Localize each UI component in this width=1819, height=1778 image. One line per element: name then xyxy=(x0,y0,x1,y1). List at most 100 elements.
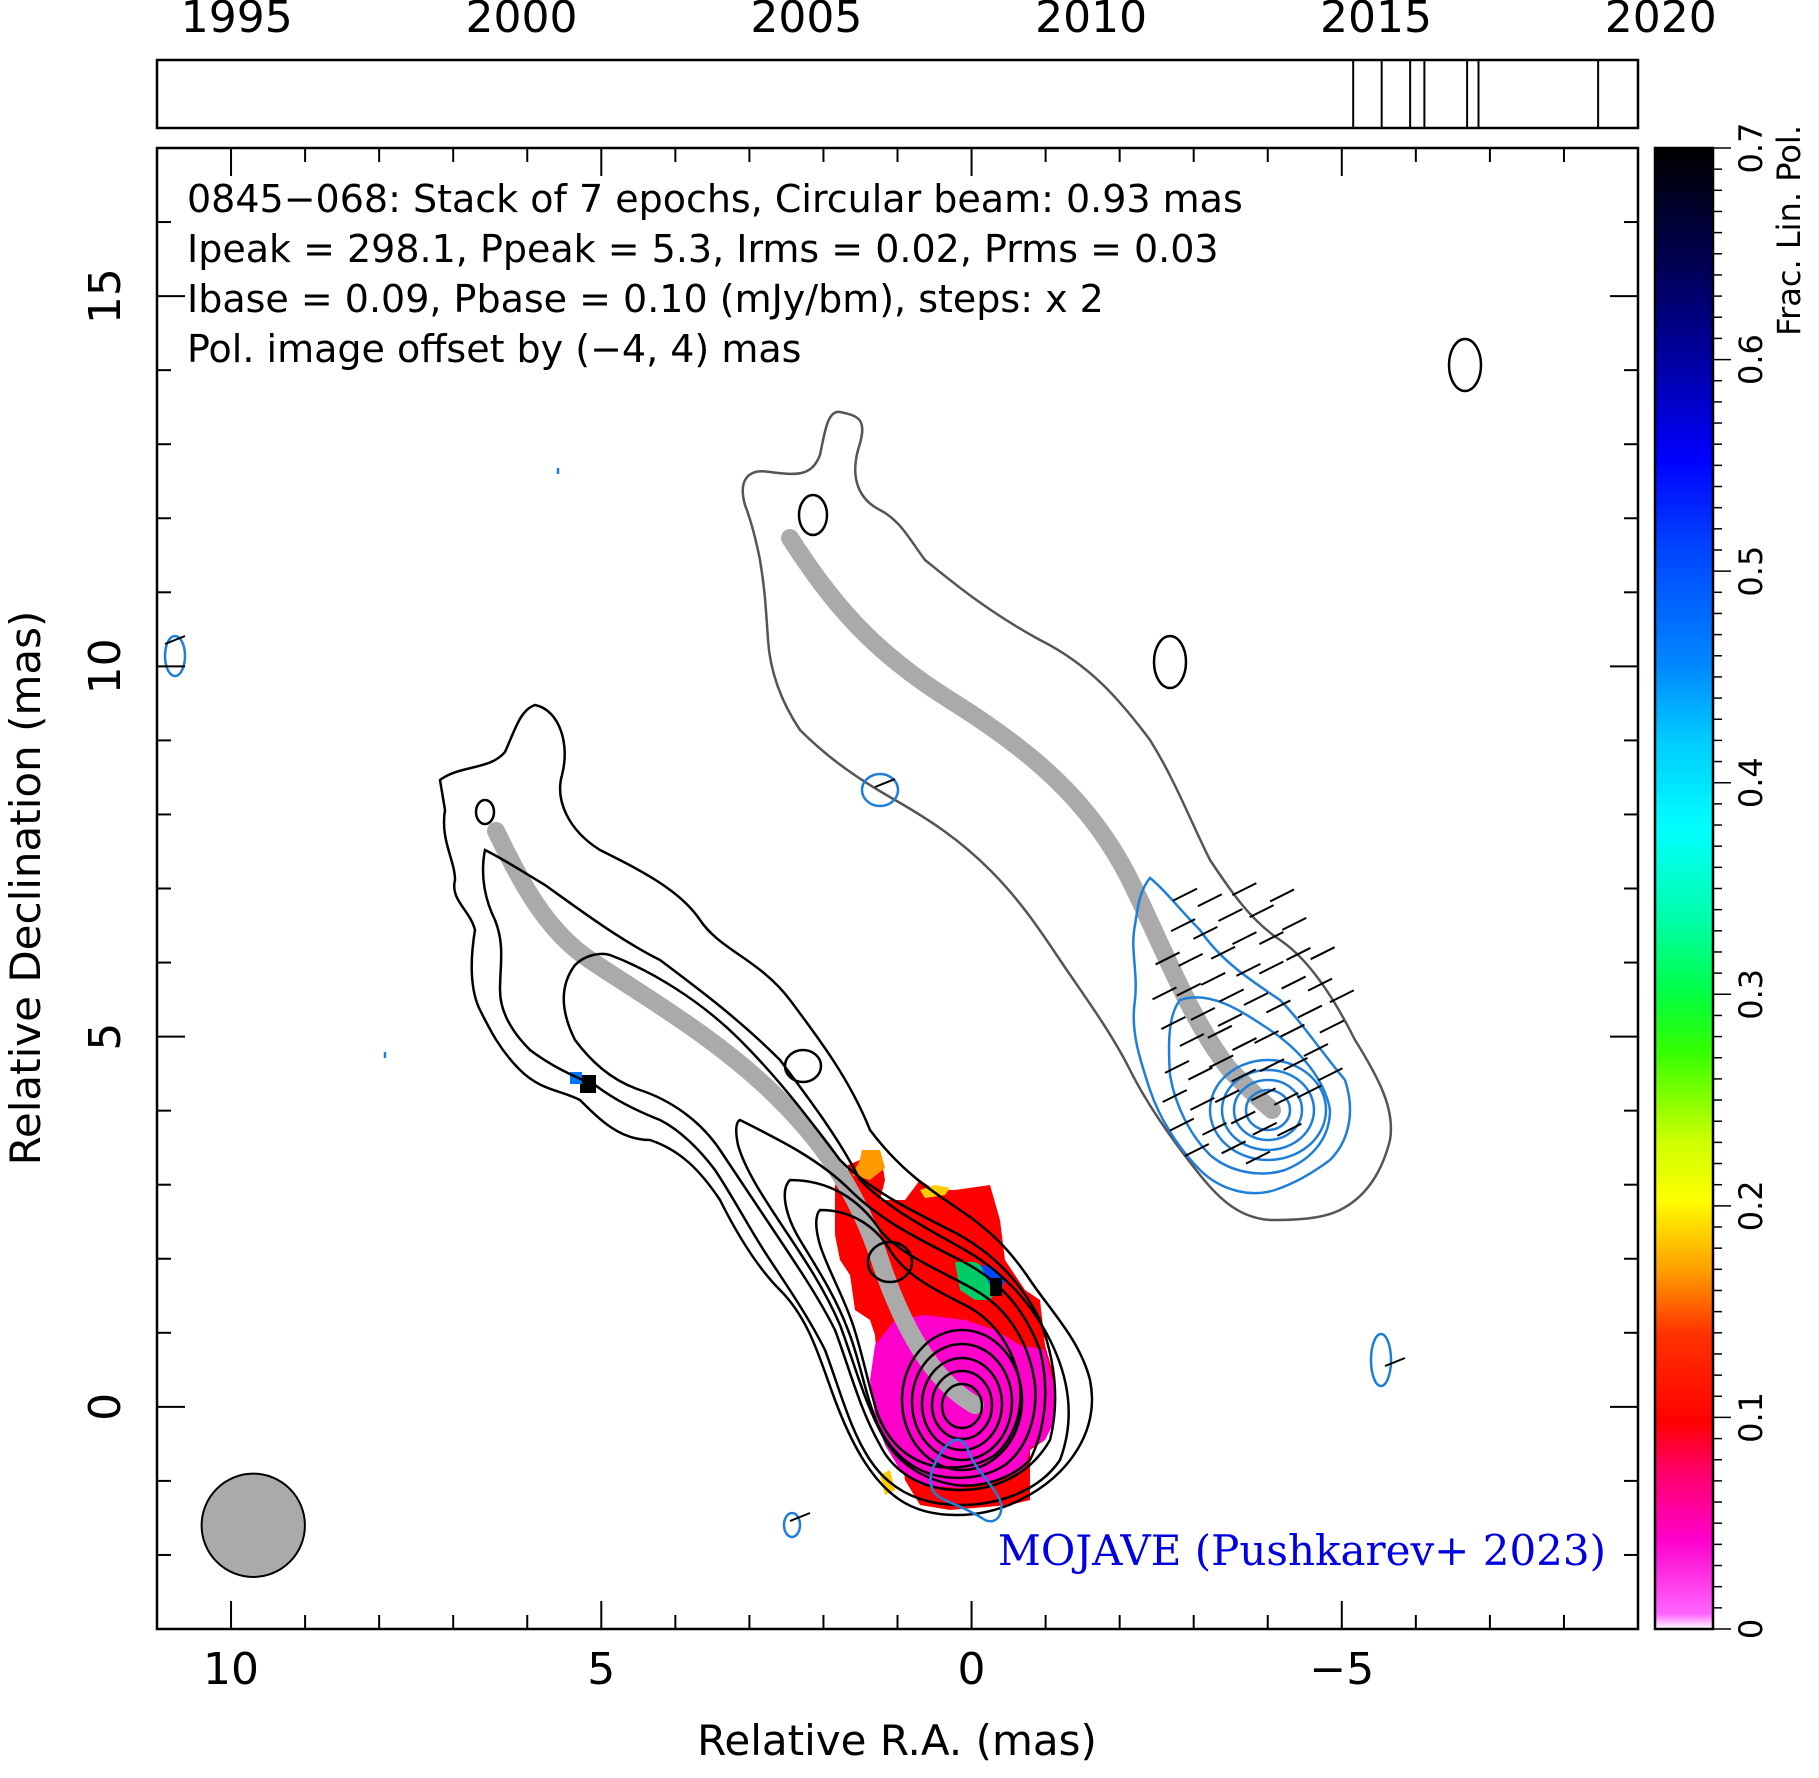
evpa-stick xyxy=(1251,1087,1276,1102)
frac-pol-orange-edge xyxy=(852,1150,885,1180)
contour-i-island-4 xyxy=(1152,634,1188,690)
contour-i-island-2 xyxy=(783,1048,823,1084)
evpa-stick xyxy=(1178,953,1204,967)
epoch-timeline: 1995 2000 2005 2010 2015 2020 xyxy=(155,0,1717,130)
evpa-stick xyxy=(1169,1117,1195,1132)
evpa-stick xyxy=(1208,1054,1234,1069)
evpa-stick xyxy=(164,635,186,645)
evpa-stick xyxy=(1310,946,1336,961)
pol-ring-1 xyxy=(1208,1058,1328,1162)
evpa-stick xyxy=(1285,947,1311,961)
evpa-stick xyxy=(1189,1096,1215,1111)
evpa-stick xyxy=(1273,1091,1299,1106)
evpa-stick xyxy=(1214,1089,1240,1104)
evpa-stick xyxy=(1164,1059,1190,1074)
colorbar-gradient xyxy=(1653,146,1715,1631)
evpa-stick xyxy=(1217,1013,1243,1027)
colorbar-tick-label: 0.5 xyxy=(1732,546,1770,597)
contour-i-island-5 xyxy=(1447,337,1483,393)
evpa-stick xyxy=(1184,1143,1210,1157)
contour-i-3 xyxy=(562,952,1057,1492)
y-tick-label: 0 xyxy=(80,1393,131,1421)
evpa-stick xyxy=(1170,918,1196,933)
evpa-stick xyxy=(1243,992,1269,1006)
timeline-year-2020: 2020 xyxy=(1605,0,1717,43)
x-tick-label: 10 xyxy=(203,1644,259,1695)
colorbar-tick-label: 0 xyxy=(1732,1619,1770,1639)
x-axis-title: Relative R.A. (mas) xyxy=(697,1716,1097,1765)
colorbar-title: Frac. Lin. Pol. xyxy=(1770,125,1808,336)
evpa-stick xyxy=(1280,1023,1305,1038)
jet-ridge-line xyxy=(487,822,984,1414)
evpa-stick xyxy=(1192,925,1218,940)
pol-contour-2 xyxy=(1167,996,1332,1175)
evpa-stick xyxy=(789,1512,811,1522)
contour-i-knot xyxy=(866,1240,914,1284)
evpa-stick xyxy=(1190,1007,1216,1021)
contour-i-5 xyxy=(783,1178,1037,1480)
contour-i-ring-5 xyxy=(940,1382,984,1430)
pol-island-1 xyxy=(860,772,900,808)
pol-island-2 xyxy=(163,634,187,678)
colorbar-tick-label: 0.1 xyxy=(1732,1392,1770,1443)
evpa-stick xyxy=(1187,1066,1213,1081)
evpa-stick xyxy=(1258,960,1284,975)
evpa-stick xyxy=(1231,882,1257,897)
evpa-stick xyxy=(1329,989,1355,1004)
colorbar-ticks: 0 0.1 0.2 0.3 0.4 0.5 0.6 0.7 xyxy=(1713,123,1770,1639)
y-tick-label: 10 xyxy=(80,638,131,694)
header-line-4: Pol. image offset by (−4, 4) mas xyxy=(187,327,801,371)
timeline-year-2000: 2000 xyxy=(466,0,578,43)
evpa-stick xyxy=(1221,1140,1247,1155)
evpa-stick xyxy=(1307,977,1333,992)
contour-i-1 xyxy=(438,703,1094,1517)
x-tick-label: −5 xyxy=(1309,1644,1374,1695)
x-tick-label: 5 xyxy=(587,1644,615,1695)
pol-ring-2 xyxy=(1220,1068,1316,1152)
evpa-stick xyxy=(1283,1056,1308,1071)
contour-i-ring-1 xyxy=(900,1328,1024,1472)
contour-i-ring-4 xyxy=(930,1369,994,1441)
colorbar-tick-label: 0.2 xyxy=(1732,1180,1770,1231)
evpa-stick xyxy=(1281,975,1307,990)
evpa-stick xyxy=(1235,962,1261,977)
pol-ring-3 xyxy=(1232,1078,1304,1142)
contour-i-ring-2 xyxy=(910,1342,1014,1462)
map-panel: 10 5 0 −5 0 5 10 15 0845−068: Stack of 7 epoch… xyxy=(1,146,1640,1765)
evpa-stick xyxy=(1254,1030,1279,1044)
evpa-stick xyxy=(1281,917,1307,931)
contour-i-2 xyxy=(481,848,1070,1507)
jet-ridge-line-offset xyxy=(781,529,1281,1119)
evpa-vectors xyxy=(164,635,1406,1522)
evpa-stick xyxy=(1201,1121,1227,1136)
header-line-2: Ipeak = 298.1, Ppeak = 5.3, Irms = 0.02,… xyxy=(187,227,1219,271)
evpa-stick xyxy=(1172,887,1198,902)
colorbar-tick-label: 0.3 xyxy=(1732,969,1770,1020)
evpa-stick xyxy=(1155,951,1180,966)
contour-i-4 xyxy=(735,1118,1047,1487)
evpa-stick xyxy=(1210,945,1236,960)
colorbar: 0 0.1 0.2 0.3 0.4 0.5 0.6 0.7 Frac. Lin. Pol. xyxy=(1653,123,1808,1639)
colorbar-tick-label: 0.7 xyxy=(1732,123,1770,174)
evpa-stick xyxy=(1269,888,1295,903)
evpa-stick xyxy=(1176,982,1202,997)
evpa-stick xyxy=(1245,1150,1271,1165)
y-tick-label: 5 xyxy=(80,1023,131,1051)
y-axis-ticks: 0 5 10 15 xyxy=(80,147,1638,1630)
evpa-stick xyxy=(1318,1067,1343,1082)
beam-ellipse xyxy=(200,1472,306,1578)
header-line-3: Ibase = 0.09, Pbase = 0.10 (mJy/bm), ste… xyxy=(187,277,1104,321)
evpa-stick xyxy=(1232,1037,1257,1051)
evpa-stick xyxy=(1258,931,1284,945)
timeline-year-2010: 2010 xyxy=(1035,0,1147,43)
stokes-i-contours xyxy=(438,337,1483,1517)
evpa-stick xyxy=(1259,1058,1285,1073)
timeline-year-2005: 2005 xyxy=(750,0,862,43)
x-tick-label: 0 xyxy=(958,1644,986,1695)
evpa-stick xyxy=(1230,1110,1256,1125)
pol-contour-core xyxy=(929,1438,1003,1523)
contour-i-island-1 xyxy=(474,798,496,826)
timeline-frame xyxy=(155,58,1640,130)
colorbar-tick-label: 0.4 xyxy=(1732,757,1770,808)
